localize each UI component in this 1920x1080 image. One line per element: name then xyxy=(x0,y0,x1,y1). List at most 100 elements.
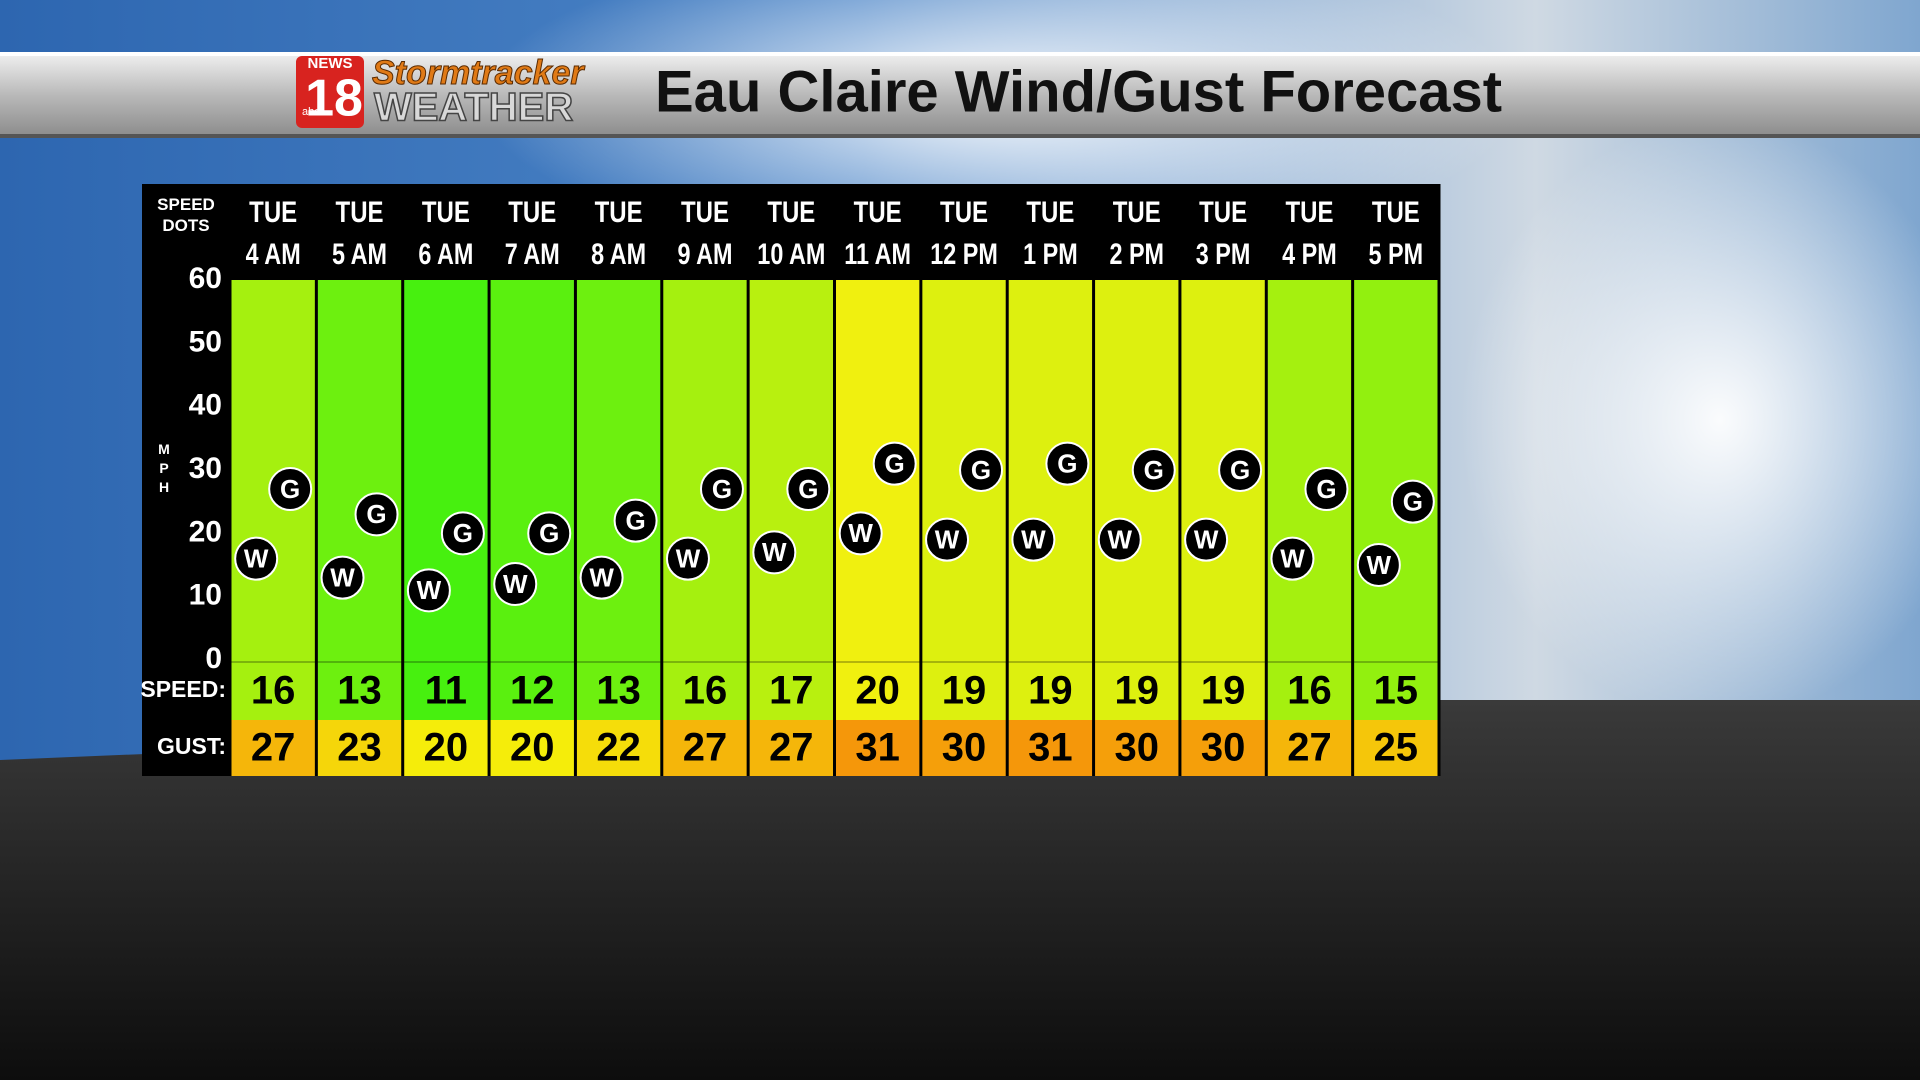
gust-cell xyxy=(402,720,490,776)
day-label: TUE xyxy=(508,194,556,228)
title-bar-edge xyxy=(0,52,1920,56)
time-label: 7 AM xyxy=(505,237,560,270)
dot-letter: W xyxy=(848,518,873,548)
column-background xyxy=(920,280,1008,720)
time-label: 4 AM xyxy=(246,237,301,270)
time-label: 4 PM xyxy=(1282,237,1337,270)
dot-letter: G xyxy=(712,474,732,504)
cloud xyxy=(1460,120,1920,720)
value-label: 13 xyxy=(596,669,641,713)
wind-dot xyxy=(1270,536,1315,581)
wind-dot xyxy=(1218,448,1263,492)
gust-cell xyxy=(1093,720,1180,776)
wind-dot xyxy=(1097,517,1142,562)
gust-cell xyxy=(1007,720,1094,776)
time-label: 6 AM xyxy=(418,237,473,270)
value-label: 16 xyxy=(1287,669,1332,713)
value-label: 30 xyxy=(942,726,987,770)
dot-letter: G xyxy=(366,499,386,529)
column-background xyxy=(489,280,576,720)
wind-dot xyxy=(320,555,365,600)
gust-cell xyxy=(920,720,1008,776)
wind-dot xyxy=(1356,543,1401,587)
wind-dot xyxy=(1045,441,1090,486)
value-label: 19 xyxy=(1028,669,1073,713)
wind-dot xyxy=(959,448,1004,492)
time-label: 5 PM xyxy=(1369,237,1424,270)
y-tick-label: 50 xyxy=(189,325,222,358)
gust-cell xyxy=(1352,720,1439,776)
value-label: 25 xyxy=(1374,726,1419,770)
dot-letter: G xyxy=(539,518,559,548)
dot-letter: G xyxy=(1230,455,1250,485)
wind-dot xyxy=(752,530,797,575)
column-background xyxy=(575,280,662,720)
time-label: 12 PM xyxy=(930,237,998,270)
dot-letter: W xyxy=(589,563,614,593)
dot-letter: G xyxy=(625,506,645,536)
dot-letter: W xyxy=(1367,550,1392,580)
floor xyxy=(0,700,1920,1080)
dot-letter: G xyxy=(280,474,300,504)
value-label: 27 xyxy=(769,726,814,770)
day-label: TUE xyxy=(854,194,902,228)
wind-dot xyxy=(406,568,451,613)
wind-dot xyxy=(1390,479,1435,524)
value-label: 13 xyxy=(337,669,382,713)
logo-badge xyxy=(296,56,364,128)
dot-letter: G xyxy=(1144,455,1164,485)
wind-dot xyxy=(613,498,658,543)
corner-label: SPEED DOTS xyxy=(157,195,215,235)
day-label: TUE xyxy=(1026,194,1074,228)
wind-dot xyxy=(925,517,970,562)
value-label: 19 xyxy=(1201,669,1246,713)
time-label: 10 AM xyxy=(757,237,825,270)
gust-cell xyxy=(230,720,317,776)
y-tick-label: 0 xyxy=(205,642,222,675)
dot-letter: W xyxy=(1021,525,1046,555)
wind-dot xyxy=(493,562,538,606)
wind-dot xyxy=(838,511,883,556)
plot: SPEED DOTS M P H 0 10 20 30 40 50 60 SPEED: GUST: TUE 4… xyxy=(140,184,1441,776)
time-label: 1 PM xyxy=(1023,237,1078,270)
logo-product: WEATHER xyxy=(374,86,573,130)
gust-cell xyxy=(316,720,403,776)
day-label: TUE xyxy=(249,194,297,228)
dot-letter: G xyxy=(1316,474,1336,504)
value-label: 27 xyxy=(683,726,728,770)
dot-letter: W xyxy=(503,569,528,599)
time-label: 8 AM xyxy=(591,237,646,270)
wind-dot xyxy=(699,467,744,511)
gust-cell xyxy=(1266,720,1353,776)
row-label: SPEED: xyxy=(140,676,226,702)
y-tick-label: 40 xyxy=(189,389,222,422)
gust-cell xyxy=(489,720,576,776)
value-label: 31 xyxy=(855,726,900,770)
dot-letter: G xyxy=(885,449,905,479)
value-label: 16 xyxy=(683,669,728,713)
value-label: 31 xyxy=(1028,726,1073,770)
dot-letter: W xyxy=(244,544,269,574)
time-label: 3 PM xyxy=(1196,237,1251,270)
dot-letter: W xyxy=(676,544,701,574)
y-tick-label: 20 xyxy=(189,515,222,548)
value-label: 20 xyxy=(424,726,469,770)
column-background xyxy=(1179,280,1267,720)
day-label: TUE xyxy=(681,194,729,228)
logo-news: NEWS xyxy=(308,55,353,72)
y-tick-label: 60 xyxy=(189,262,222,295)
wind-dot xyxy=(354,492,399,537)
value-label: 15 xyxy=(1374,669,1419,713)
label-column xyxy=(142,184,230,776)
gust-cell xyxy=(748,720,835,776)
dot-letter: G xyxy=(1057,449,1077,479)
column-background xyxy=(1093,280,1180,720)
dot-letter: W xyxy=(762,537,787,567)
wind-dot xyxy=(872,441,917,486)
wind-dot xyxy=(527,511,572,556)
dot-letter: W xyxy=(1107,525,1132,555)
day-label: TUE xyxy=(336,194,384,228)
time-label: 11 AM xyxy=(844,237,911,270)
dot-letter: W xyxy=(1194,525,1219,555)
